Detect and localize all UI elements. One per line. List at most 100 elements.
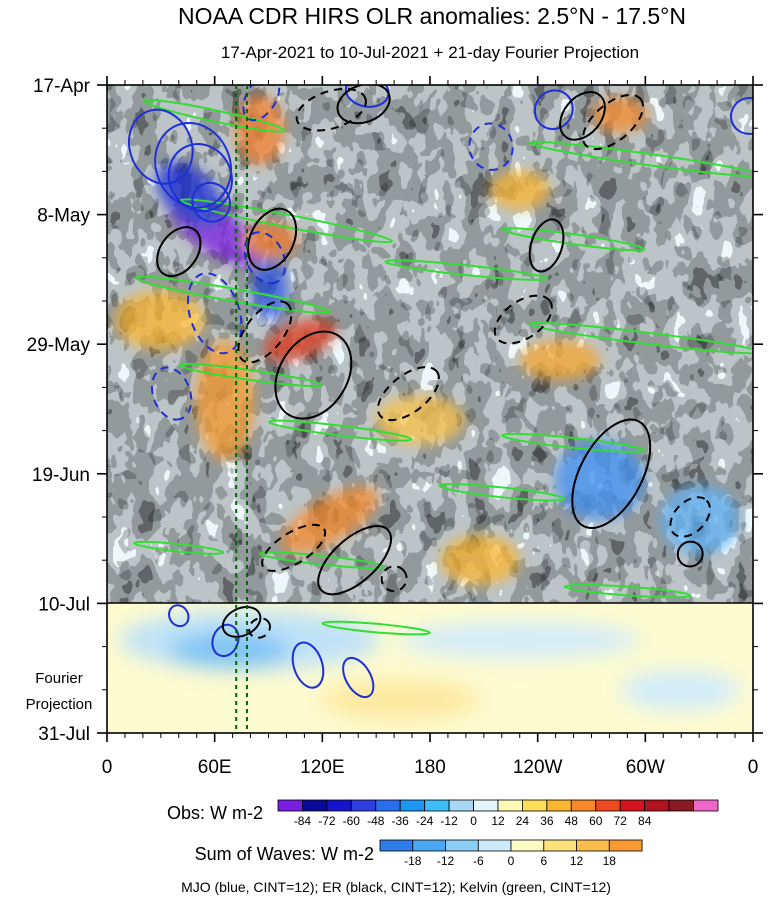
er-contour-13 bbox=[676, 540, 704, 568]
wave-bar-swatch-6 bbox=[576, 839, 610, 852]
wave-bar-label-1: -12 bbox=[437, 854, 455, 868]
kelvin-contour-7 bbox=[528, 321, 753, 355]
wave-contours bbox=[128, 85, 753, 699]
obs-bar-swatch-9 bbox=[497, 799, 523, 812]
x-tick-label-3: 180 bbox=[414, 757, 446, 778]
obs-bar-swatch-11 bbox=[546, 799, 572, 812]
wave-bar-swatch-3 bbox=[477, 839, 512, 852]
er-contour-6 bbox=[559, 91, 606, 141]
footer-caption: MJO (blue, CINT=12); ER (black, CINT=12)… bbox=[181, 879, 611, 895]
er-contour-14 bbox=[317, 525, 392, 596]
mjo-contour-3 bbox=[128, 108, 194, 185]
kelvin-contour-1 bbox=[528, 140, 753, 178]
mjo-contour-1 bbox=[167, 143, 233, 213]
obs-bar-label-12: 60 bbox=[589, 814, 603, 828]
mjo-contour-2 bbox=[191, 181, 231, 223]
wave-bar-label-3: 0 bbox=[508, 854, 515, 868]
mjo-contour-9 bbox=[533, 89, 574, 130]
mjo-contour-13 bbox=[291, 641, 325, 689]
wave-bar-label-5: 12 bbox=[570, 854, 584, 868]
obs-bar-swatch-1 bbox=[301, 799, 328, 812]
obs-bar-swatch-5 bbox=[399, 799, 426, 812]
obs-bar-label-13: 72 bbox=[614, 814, 628, 828]
obs-bar-label-11: 48 bbox=[565, 814, 579, 828]
er-contour-15 bbox=[261, 523, 327, 572]
er-contour-10 bbox=[376, 366, 440, 422]
er-contour-5 bbox=[295, 87, 367, 132]
y-tick-label-3: 19-Jun bbox=[32, 465, 90, 486]
obs-colorbar: -84 -72 -60 -48 -36 -24 -12 0 12 24 36 48 60 72 84 bbox=[277, 799, 719, 828]
wave-bar-swatch-2 bbox=[445, 839, 479, 852]
mjo-contour-0 bbox=[154, 121, 233, 209]
kelvin-contour-8 bbox=[268, 419, 413, 442]
y-tick-label-1: 8-May bbox=[37, 206, 90, 227]
wave-bar-swatch-1 bbox=[412, 839, 446, 852]
obs-bar-label-1: -72 bbox=[318, 814, 336, 828]
kelvin-contour-14 bbox=[133, 540, 225, 555]
wave-bar-label-0: -18 bbox=[404, 854, 422, 868]
obs-bar-swatch-8 bbox=[473, 799, 499, 812]
obs-bar-swatch-3 bbox=[350, 799, 377, 812]
x-tick-label-1: 60E bbox=[198, 757, 232, 778]
y-axis: 17-Apr 8-May 29-May 19-Jun 10-Jul 31-Jul bbox=[27, 76, 763, 745]
y-tick-label-4: 10-Jul bbox=[38, 594, 90, 615]
wave-bar-swatch-5 bbox=[543, 839, 577, 852]
obs-bar-swatch-4 bbox=[375, 799, 401, 812]
kelvin-contour-12 bbox=[563, 583, 692, 599]
y-tick-label-5: 31-Jul bbox=[38, 724, 90, 745]
obs-bar-swatch-10 bbox=[522, 799, 548, 812]
er-contour-18 bbox=[248, 617, 271, 639]
obs-bar-swatch-7 bbox=[448, 799, 474, 812]
obs-bar-label-0: -84 bbox=[294, 814, 312, 828]
er-contour-0 bbox=[247, 207, 298, 271]
wave-bar-label-2: -6 bbox=[473, 854, 484, 868]
mjo-contour-11 bbox=[468, 122, 514, 171]
kelvin-contour-4 bbox=[134, 275, 331, 315]
obs-bar-swatch-13 bbox=[595, 799, 621, 812]
x-tick-label-5: 60W bbox=[626, 757, 665, 778]
obs-bar-label-3: -48 bbox=[367, 814, 385, 828]
kelvin-contour-10 bbox=[438, 483, 566, 502]
wave-bar-swatch-0 bbox=[379, 839, 414, 852]
kelvin-contour-2 bbox=[179, 198, 394, 244]
projection-label-line2: Projection bbox=[26, 696, 93, 713]
kelvin-contour-13 bbox=[321, 620, 431, 636]
er-contour-7 bbox=[582, 93, 645, 151]
x-axis: 0 60E 120E 180 120W 60W 0 bbox=[102, 76, 759, 778]
obs-legend-title: Obs: W m-2 bbox=[167, 803, 263, 823]
marker-lines bbox=[235, 85, 248, 733]
x-tick-label-6: 0 bbox=[748, 757, 759, 778]
mjo-contour-14 bbox=[342, 656, 375, 699]
obs-bar-swatch-6 bbox=[424, 799, 450, 812]
obs-bar-label-9: 24 bbox=[516, 814, 530, 828]
wave-bar-label-6: 18 bbox=[603, 854, 617, 868]
chart-subtitle: 17-Apr-2021 to 10-Jul-2021 + 21-day Four… bbox=[221, 43, 639, 62]
projection-field bbox=[107, 603, 753, 733]
obs-bar-swatch-14 bbox=[619, 799, 646, 812]
obs-bar-label-7: 0 bbox=[470, 814, 477, 828]
er-contour-4 bbox=[336, 85, 391, 125]
er-contour-8 bbox=[528, 218, 565, 273]
obs-bar-swatch-17 bbox=[693, 799, 719, 812]
obs-bar-label-6: -12 bbox=[440, 814, 458, 828]
kelvin-contour-3 bbox=[501, 227, 646, 252]
wave-bar-label-4: 6 bbox=[540, 854, 547, 868]
obs-bar-label-10: 36 bbox=[540, 814, 554, 828]
x-tick-label-2: 120E bbox=[300, 757, 344, 778]
obs-bar-label-4: -36 bbox=[392, 814, 410, 828]
wave-bar-swatch-4 bbox=[510, 839, 545, 852]
er-contour-16 bbox=[380, 565, 408, 593]
kelvin-contour-9 bbox=[501, 432, 646, 453]
obs-bar-label-8: 12 bbox=[491, 814, 505, 828]
waves-colorbar: -18 -12 -6 0 6 12 18 bbox=[379, 839, 643, 868]
er-contour-1 bbox=[156, 226, 202, 278]
er-contour-12 bbox=[669, 496, 711, 538]
er-contour-3 bbox=[237, 300, 293, 364]
mjo-contour-10 bbox=[730, 96, 753, 135]
obs-bar-label-14: 84 bbox=[638, 814, 652, 828]
obs-bar-label-2: -60 bbox=[343, 814, 361, 828]
mjo-contour-12 bbox=[211, 623, 240, 658]
x-tick-label-0: 0 bbox=[102, 757, 113, 778]
projection-label-line1: Fourier bbox=[35, 670, 83, 687]
